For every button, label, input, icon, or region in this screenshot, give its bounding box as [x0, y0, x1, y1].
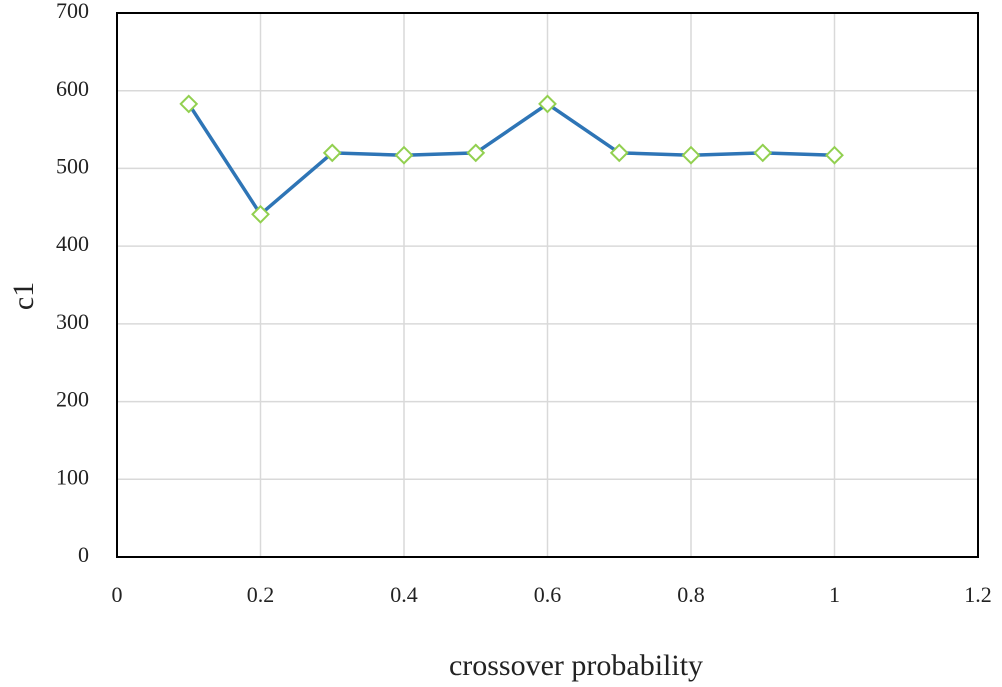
x-tick-label: 0.8 — [677, 582, 705, 607]
y-tick-label: 300 — [56, 309, 89, 334]
y-tick-label: 200 — [56, 387, 89, 412]
data-line — [187, 101, 835, 217]
y-tick-label: 400 — [56, 231, 89, 256]
x-tick-label: 1.2 — [964, 582, 992, 607]
marker — [251, 204, 270, 224]
x-tick-label: 0 — [112, 582, 123, 607]
y-tick-label: 600 — [56, 76, 89, 101]
marker — [681, 145, 701, 165]
y-tick-label: 700 — [56, 0, 89, 23]
marker — [179, 94, 199, 114]
y-tick-label: 100 — [56, 464, 89, 489]
marker — [466, 143, 486, 163]
x-tick-label: 0.6 — [534, 582, 562, 607]
plot-border — [116, 12, 979, 558]
x-axis-title: crossover probability — [449, 649, 703, 682]
y-tick-label: 500 — [56, 153, 89, 178]
marker — [394, 145, 414, 165]
marker — [753, 143, 773, 163]
marker — [609, 143, 629, 163]
y-tick-label: 0 — [78, 542, 89, 567]
marker — [825, 145, 844, 165]
y-axis-title: c1 — [7, 282, 40, 310]
marker — [322, 143, 342, 163]
marker — [538, 94, 557, 114]
x-tick-label: 1 — [829, 582, 840, 607]
x-tick-label: 0.4 — [390, 582, 418, 607]
x-tick-label: 0.2 — [247, 582, 275, 607]
